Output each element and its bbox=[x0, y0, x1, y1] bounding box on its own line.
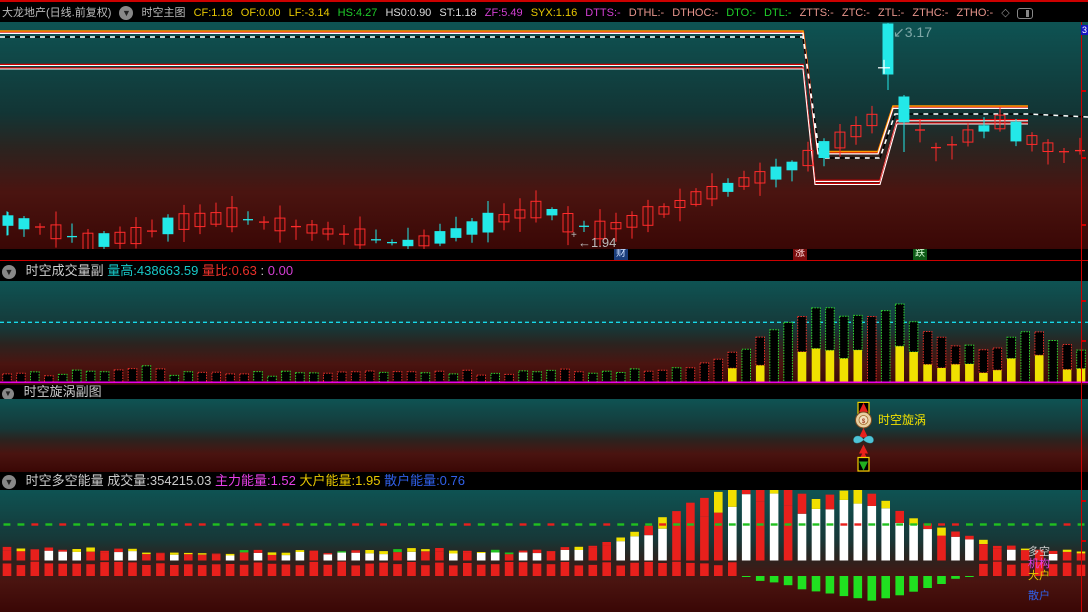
svg-text:时空旋涡: 时空旋涡 bbox=[878, 413, 926, 427]
